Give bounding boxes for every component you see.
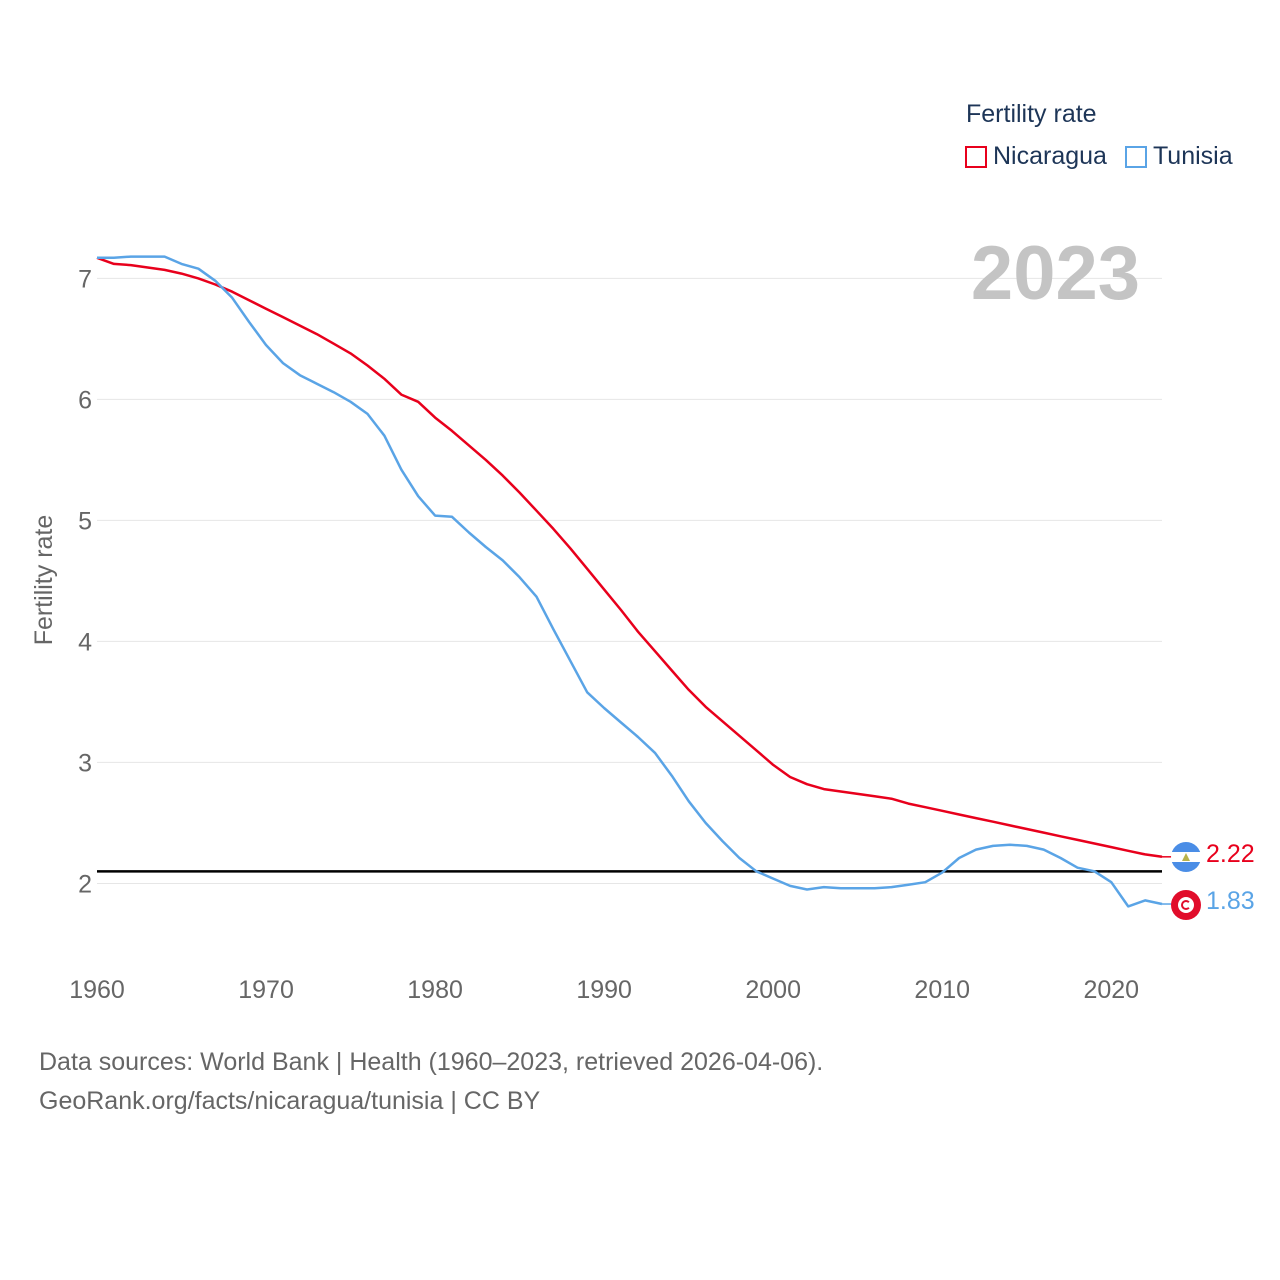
legend-swatch-nicaragua xyxy=(965,145,987,168)
x-tick-label: 1980 xyxy=(407,976,463,1004)
end-label-nicaragua: 2.22 xyxy=(1206,840,1255,868)
x-tick-label: 1970 xyxy=(238,976,294,1004)
y-tick-label: 7 xyxy=(78,265,92,293)
y-tick-label: 3 xyxy=(78,749,92,777)
footer: Data sources: World Bank | Health (1960–… xyxy=(39,1043,823,1121)
y-tick-label: 6 xyxy=(78,386,92,414)
legend: Nicaragua Tunisia xyxy=(965,142,1233,171)
series-line-tunisia[interactable] xyxy=(97,255,1163,908)
y-tick-label: 5 xyxy=(78,507,92,535)
legend-item-tunisia[interactable]: Tunisia xyxy=(1124,142,1233,171)
y-axis-ticks: 2 3 4 5 6 7 xyxy=(78,265,92,898)
nicaragua-flag-icon xyxy=(1171,842,1201,872)
x-tick-label: 2010 xyxy=(914,976,970,1004)
legend-item-nicaragua[interactable]: Nicaragua xyxy=(965,142,1107,171)
x-tick-label: 1960 xyxy=(69,976,125,1004)
x-tick-label: 1990 xyxy=(576,976,632,1004)
series-line-nicaragua[interactable] xyxy=(96,256,1163,859)
tunisia-flag-icon xyxy=(1171,890,1201,920)
footer-sources: Data sources: World Bank | Health (1960–… xyxy=(39,1048,824,1076)
x-tick-label: 2020 xyxy=(1083,976,1139,1004)
grid-lines xyxy=(97,277,1162,884)
legend-label-tunisia: Tunisia xyxy=(1152,142,1233,170)
legend-title: Fertility rate xyxy=(966,100,1097,128)
y-axis-label: Fertility rate xyxy=(30,515,58,646)
x-axis-ticks: 1960 1970 1980 1990 2000 2010 2020 xyxy=(69,976,1139,1004)
legend-swatch-tunisia xyxy=(1124,145,1147,168)
x-tick-label: 2000 xyxy=(745,976,801,1004)
end-label-tunisia: 1.83 xyxy=(1206,887,1255,915)
y-tick-label: 4 xyxy=(78,628,92,656)
fertility-chart: 2 3 4 5 6 7 1960 1970 1980 1990 2000 2010 2020 Fert… xyxy=(30,255,1172,1004)
current-year-label: 2023 xyxy=(970,231,1140,316)
footer-credit: GeoRank.org/facts/nicaragua/tunisia | CC… xyxy=(39,1087,541,1115)
legend-label-nicaragua: Nicaragua xyxy=(993,142,1107,170)
series-lines xyxy=(96,255,1172,908)
y-tick-label: 2 xyxy=(78,870,92,898)
